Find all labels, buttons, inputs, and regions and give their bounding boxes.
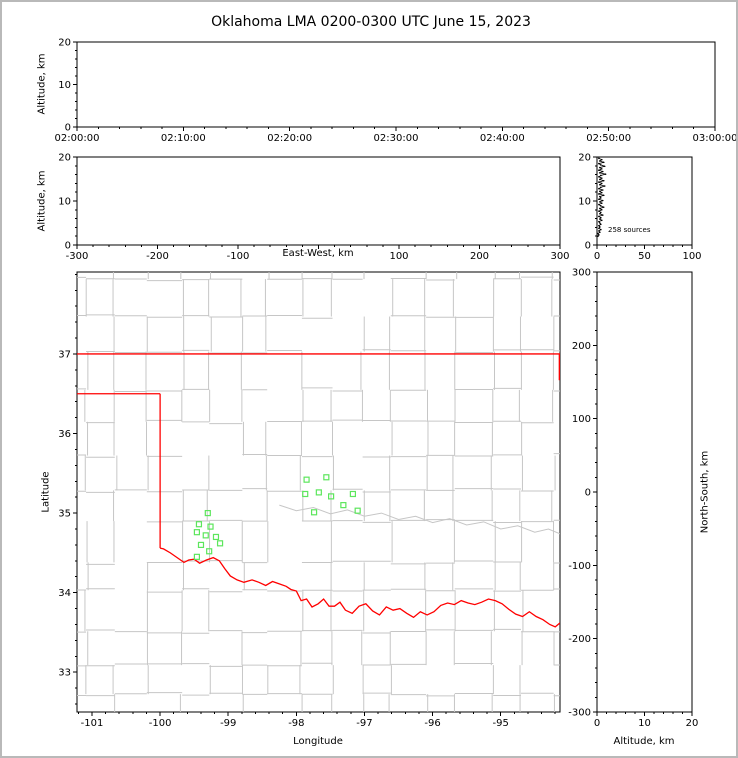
svg-text:10: 10 [58,80,71,91]
svg-text:0: 0 [585,241,591,252]
svg-text:0: 0 [585,488,591,499]
svg-text:-97: -97 [356,718,372,729]
station-marker [202,532,209,539]
station-marker [206,548,213,555]
svg-text:100: 100 [389,251,408,262]
map-ylabel: Latitude [40,471,52,513]
station-marker [195,521,203,528]
ew-panel-xlabel: East-West, km [282,248,354,259]
sources-count-label: 258 sources [608,226,651,234]
svg-text:10: 10 [638,718,651,729]
svg-text:0: 0 [594,251,600,262]
svg-text:02:00:00: 02:00:00 [55,133,100,144]
svg-text:02:50:00: 02:50:00 [586,133,631,144]
svg-text:-98: -98 [288,718,304,729]
svg-text:02:10:00: 02:10:00 [161,133,206,144]
station-marker [204,509,211,517]
svg-text:-101: -101 [81,718,104,729]
ew-panel-ylabel: Altitude, km [36,170,48,232]
station-marker [328,493,335,500]
panel-eastwest-altitude-axes: -300 -200 -100 100 200 300 0 10 20 [58,153,569,263]
plot-title: Oklahoma LMA 0200-0300 UTC June 15, 2023 [211,14,531,30]
station-marker [212,533,220,541]
ns-panel-xlabel: Altitude, km [613,736,675,747]
svg-text:20: 20 [58,38,71,49]
svg-text:10: 10 [578,197,591,208]
lma-station-markers [193,474,361,560]
time-panel-ylabel: Altitude, km [36,53,48,115]
station-marker [349,490,357,498]
svg-text:-200: -200 [146,251,169,262]
svg-text:-95: -95 [493,718,509,729]
svg-text:100: 100 [682,251,701,262]
svg-text:100: 100 [572,414,591,425]
river-line [279,504,560,535]
svg-text:-300: -300 [66,251,89,262]
station-marker [303,476,310,483]
station-marker [207,523,214,530]
svg-text:34: 34 [58,588,71,599]
station-marker [193,553,200,560]
svg-text:03:00:00: 03:00:00 [693,133,738,144]
svg-text:200: 200 [470,251,489,262]
svg-text:0: 0 [65,241,71,252]
station-marker [310,509,318,516]
svg-text:-200: -200 [568,634,591,645]
svg-text:36: 36 [58,429,71,440]
panel-map-axes: -101 -100 -99 -98 -97 -96 -95 33 34 35 36 37 [58,271,561,729]
svg-text:02:20:00: 02:20:00 [267,133,312,144]
svg-text:10: 10 [58,197,71,208]
svg-text:-100: -100 [149,718,172,729]
svg-text:-100: -100 [227,251,250,262]
station-marker [193,529,200,536]
svg-text:02:30:00: 02:30:00 [374,133,419,144]
svg-text:300: 300 [572,268,591,279]
svg-text:50: 50 [638,251,651,262]
panel-time-altitude-axes: 02:00:00 02:10:00 02:20:00 02:30:00 02:40:00… [55,38,738,145]
svg-text:0: 0 [594,718,600,729]
map-xlabel: Longitude [293,736,343,747]
station-marker [315,489,322,496]
svg-text:20: 20 [686,718,699,729]
station-marker [354,507,361,514]
svg-text:200: 200 [572,341,591,352]
svg-text:33: 33 [58,668,71,679]
svg-text:02:40:00: 02:40:00 [480,133,525,144]
county-lines [77,272,560,712]
station-marker [323,474,330,481]
station-marker [197,541,205,549]
svg-text:35: 35 [58,509,71,520]
panel-northsouth-altitude-axes: 0 10 20 -300 -200 -100 0 100 200 300 [568,268,698,730]
svg-text:0: 0 [65,123,71,134]
svg-text:20: 20 [58,153,71,164]
state-border [77,353,560,628]
ns-panel-ylabel: North-South, km [699,450,711,534]
station-marker [340,502,347,509]
svg-text:-300: -300 [568,708,591,719]
panel-altitude-histogram-axes: 0 50 100 0 10 20 [578,153,701,263]
svg-text:300: 300 [550,251,569,262]
svg-text:20: 20 [578,153,591,164]
map-layers [77,272,560,712]
station-marker [216,540,224,547]
svg-text:-99: -99 [220,718,236,729]
station-marker [302,490,309,498]
svg-text:37: 37 [58,349,71,360]
svg-text:-100: -100 [568,561,591,572]
svg-text:-96: -96 [424,718,440,729]
altitude-histogram-trace [597,157,607,237]
